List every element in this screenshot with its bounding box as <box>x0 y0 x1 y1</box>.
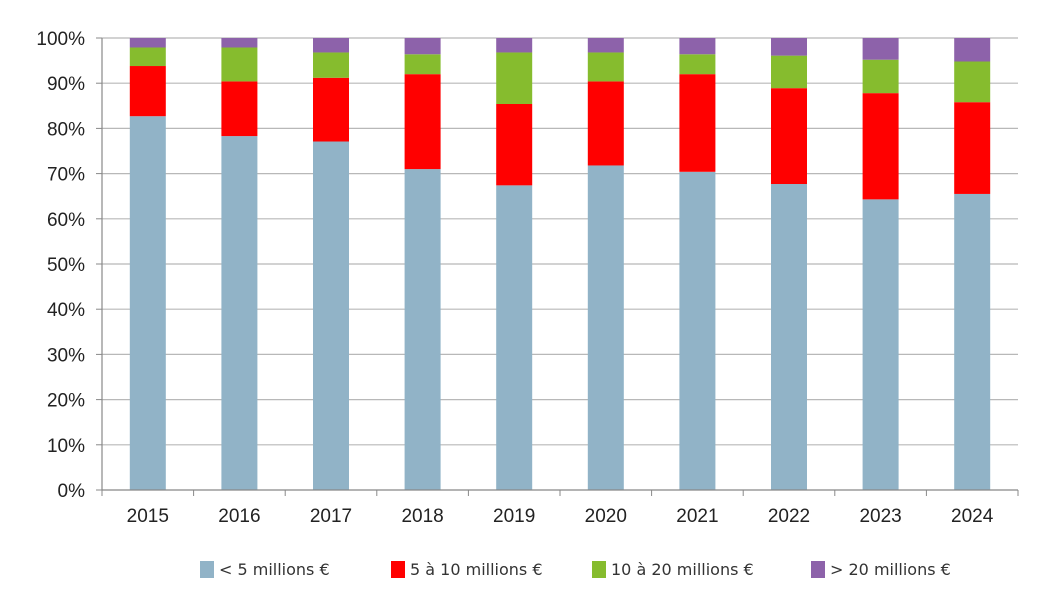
bar-segment-2022-series-3 <box>771 38 807 56</box>
legend-label: > 20 millions € <box>830 560 951 579</box>
bar-segment-2017-series-0 <box>313 141 349 490</box>
x-tick-label: 2018 <box>401 506 443 527</box>
bar-segment-2015-series-3 <box>129 38 166 48</box>
bar-segment-2021-series-0 <box>679 171 716 491</box>
y-tick-label: 60% <box>47 210 85 231</box>
x-tick-label: 2021 <box>676 506 718 527</box>
bar-segment-2018-series-2 <box>404 54 441 75</box>
bar-segment-2019-series-1 <box>496 103 533 186</box>
y-tick-label: 20% <box>47 391 85 412</box>
bar-segment-2015-series-1 <box>129 66 166 117</box>
bar-segment-2022-series-2 <box>771 55 807 89</box>
bar-segment-2017-series-3 <box>313 38 349 53</box>
y-tick-label: 40% <box>47 300 85 321</box>
x-axis-ticks: 2015 2016 2017 2018 2019 2020 2021 2022 2023 2024 <box>101 490 1019 527</box>
x-tick-label: 2015 <box>127 506 169 527</box>
legend-item-5to10m: 5 à 10 millions € <box>391 560 543 579</box>
bar-segment-2023-series-3 <box>862 38 899 60</box>
bar-segment-2023-series-0 <box>862 199 899 490</box>
bar-segment-2018-series-3 <box>404 38 441 55</box>
bar-segment-2016-series-1 <box>221 81 258 137</box>
y-tick-label: 90% <box>47 74 85 95</box>
bar-segment-2018-series-0 <box>404 169 441 490</box>
bar-segment-2022-series-1 <box>771 88 807 184</box>
stacked-bar-chart: 0%10%20%30%40%50%60%70%80%90%100% 2015 20… <box>36 29 1019 527</box>
bar-segment-2024-series-3 <box>954 38 991 62</box>
bar-segment-2018-series-1 <box>404 74 441 170</box>
legend-item-10to20m: 10 à 20 millions € <box>592 560 754 579</box>
bar-segment-2015-series-0 <box>129 116 166 491</box>
y-tick-label: 70% <box>47 165 85 186</box>
x-tick-label: 2024 <box>951 506 994 527</box>
bar-segment-2021-series-1 <box>679 74 716 172</box>
bar-segment-2016-series-0 <box>221 136 258 491</box>
legend: < 5 millions € 5 à 10 millions € 10 à 20… <box>0 560 1044 590</box>
bar-segment-2022-series-0 <box>771 183 807 490</box>
y-tick-label: 0% <box>58 481 86 502</box>
bar-segment-2019-series-2 <box>496 52 533 104</box>
y-axis-ticks: 0% 10% 20% 30% 40% 50% 60% 70% 80% 90% 100% <box>36 29 102 502</box>
x-tick-label: 2019 <box>493 506 535 527</box>
bar-segment-2020-series-0 <box>587 165 624 491</box>
legend-swatch <box>592 561 606 578</box>
legend-swatch <box>200 561 214 578</box>
legend-swatch <box>811 561 825 578</box>
legend-label: 10 à 20 millions € <box>611 560 754 579</box>
x-tick-label: 2020 <box>585 506 627 527</box>
legend-label: 5 à 10 millions € <box>410 560 543 579</box>
bar-segment-2020-series-1 <box>587 81 624 166</box>
bar-segment-2017-series-2 <box>313 52 349 78</box>
bar-segment-2019-series-3 <box>496 38 533 53</box>
bar-segment-2024-series-2 <box>954 61 991 103</box>
bar-segment-2024-series-0 <box>954 193 991 490</box>
bar-segment-2021-series-2 <box>679 54 716 75</box>
x-tick-label: 2017 <box>310 506 352 527</box>
y-tick-label: 50% <box>47 255 85 276</box>
y-tick-label: 100% <box>36 29 85 50</box>
y-tick-label: 10% <box>47 436 85 457</box>
bar-segment-2017-series-1 <box>313 77 349 142</box>
bar-segment-2023-series-1 <box>862 93 899 200</box>
bar-segment-2023-series-2 <box>862 59 899 94</box>
bar-segment-2021-series-3 <box>679 38 716 55</box>
bar-segment-2020-series-2 <box>587 52 624 82</box>
legend-item-lt5m: < 5 millions € <box>200 560 330 579</box>
bar-segment-2016-series-3 <box>221 38 258 48</box>
bar-segment-2016-series-2 <box>221 47 258 82</box>
legend-swatch <box>391 561 405 578</box>
x-tick-label: 2016 <box>218 506 260 527</box>
bar-segment-2024-series-1 <box>954 102 991 194</box>
x-tick-label: 2022 <box>768 506 810 527</box>
bar-segment-2015-series-2 <box>129 47 166 67</box>
y-tick-label: 80% <box>47 119 85 140</box>
y-tick-label: 30% <box>47 345 85 366</box>
bar-segment-2020-series-3 <box>587 38 624 53</box>
bar-segment-2019-series-0 <box>496 185 533 491</box>
bars <box>129 38 991 491</box>
x-tick-label: 2023 <box>859 506 901 527</box>
legend-label: < 5 millions € <box>219 560 330 579</box>
legend-item-gt20m: > 20 millions € <box>811 560 951 579</box>
